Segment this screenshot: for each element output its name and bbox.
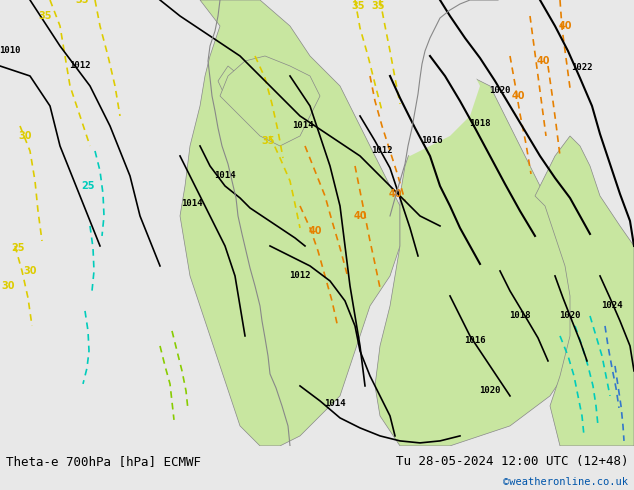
Text: Tu 28-05-2024 12:00 UTC (12+48): Tu 28-05-2024 12:00 UTC (12+48)	[396, 455, 628, 468]
Text: 35: 35	[261, 136, 275, 146]
Text: 25: 25	[81, 181, 94, 191]
Text: 1012: 1012	[289, 271, 311, 280]
Text: 1010: 1010	[0, 47, 21, 55]
Polygon shape	[180, 0, 400, 446]
Text: 40: 40	[308, 226, 321, 236]
Text: 40: 40	[559, 21, 572, 31]
Text: 1016: 1016	[464, 337, 486, 345]
Text: 1024: 1024	[601, 301, 623, 311]
Polygon shape	[535, 136, 634, 446]
Text: 1020: 1020	[559, 312, 581, 320]
Text: 30: 30	[23, 266, 37, 276]
Text: Theta-e 700hPa [hPa] ECMWF: Theta-e 700hPa [hPa] ECMWF	[6, 455, 201, 468]
Text: 1014: 1014	[292, 122, 314, 130]
Text: 35: 35	[351, 1, 365, 11]
Text: ©weatheronline.co.uk: ©weatheronline.co.uk	[503, 477, 628, 487]
Text: 35: 35	[38, 11, 52, 21]
Text: 40: 40	[353, 211, 366, 221]
Text: 35: 35	[75, 0, 89, 5]
Text: 1018: 1018	[469, 120, 491, 128]
Polygon shape	[375, 51, 480, 156]
Text: 25: 25	[11, 243, 25, 253]
Text: 40: 40	[388, 189, 402, 199]
Text: 40: 40	[536, 56, 550, 66]
Text: 1016: 1016	[421, 137, 443, 146]
Text: 30: 30	[1, 281, 15, 291]
Text: 1012: 1012	[69, 61, 91, 71]
Text: 1020: 1020	[479, 387, 501, 395]
Polygon shape	[218, 66, 250, 106]
Text: 1014: 1014	[214, 172, 236, 180]
Text: 30: 30	[18, 131, 32, 141]
Text: 1020: 1020	[489, 86, 511, 96]
Text: 35: 35	[372, 1, 385, 11]
Text: 1012: 1012	[372, 147, 392, 155]
Text: 1018: 1018	[509, 312, 531, 320]
Polygon shape	[375, 76, 580, 446]
Text: 40: 40	[511, 91, 525, 101]
Text: 1014: 1014	[181, 199, 203, 208]
Polygon shape	[220, 56, 320, 146]
Text: 1014: 1014	[324, 399, 346, 408]
Text: 1022: 1022	[571, 64, 593, 73]
